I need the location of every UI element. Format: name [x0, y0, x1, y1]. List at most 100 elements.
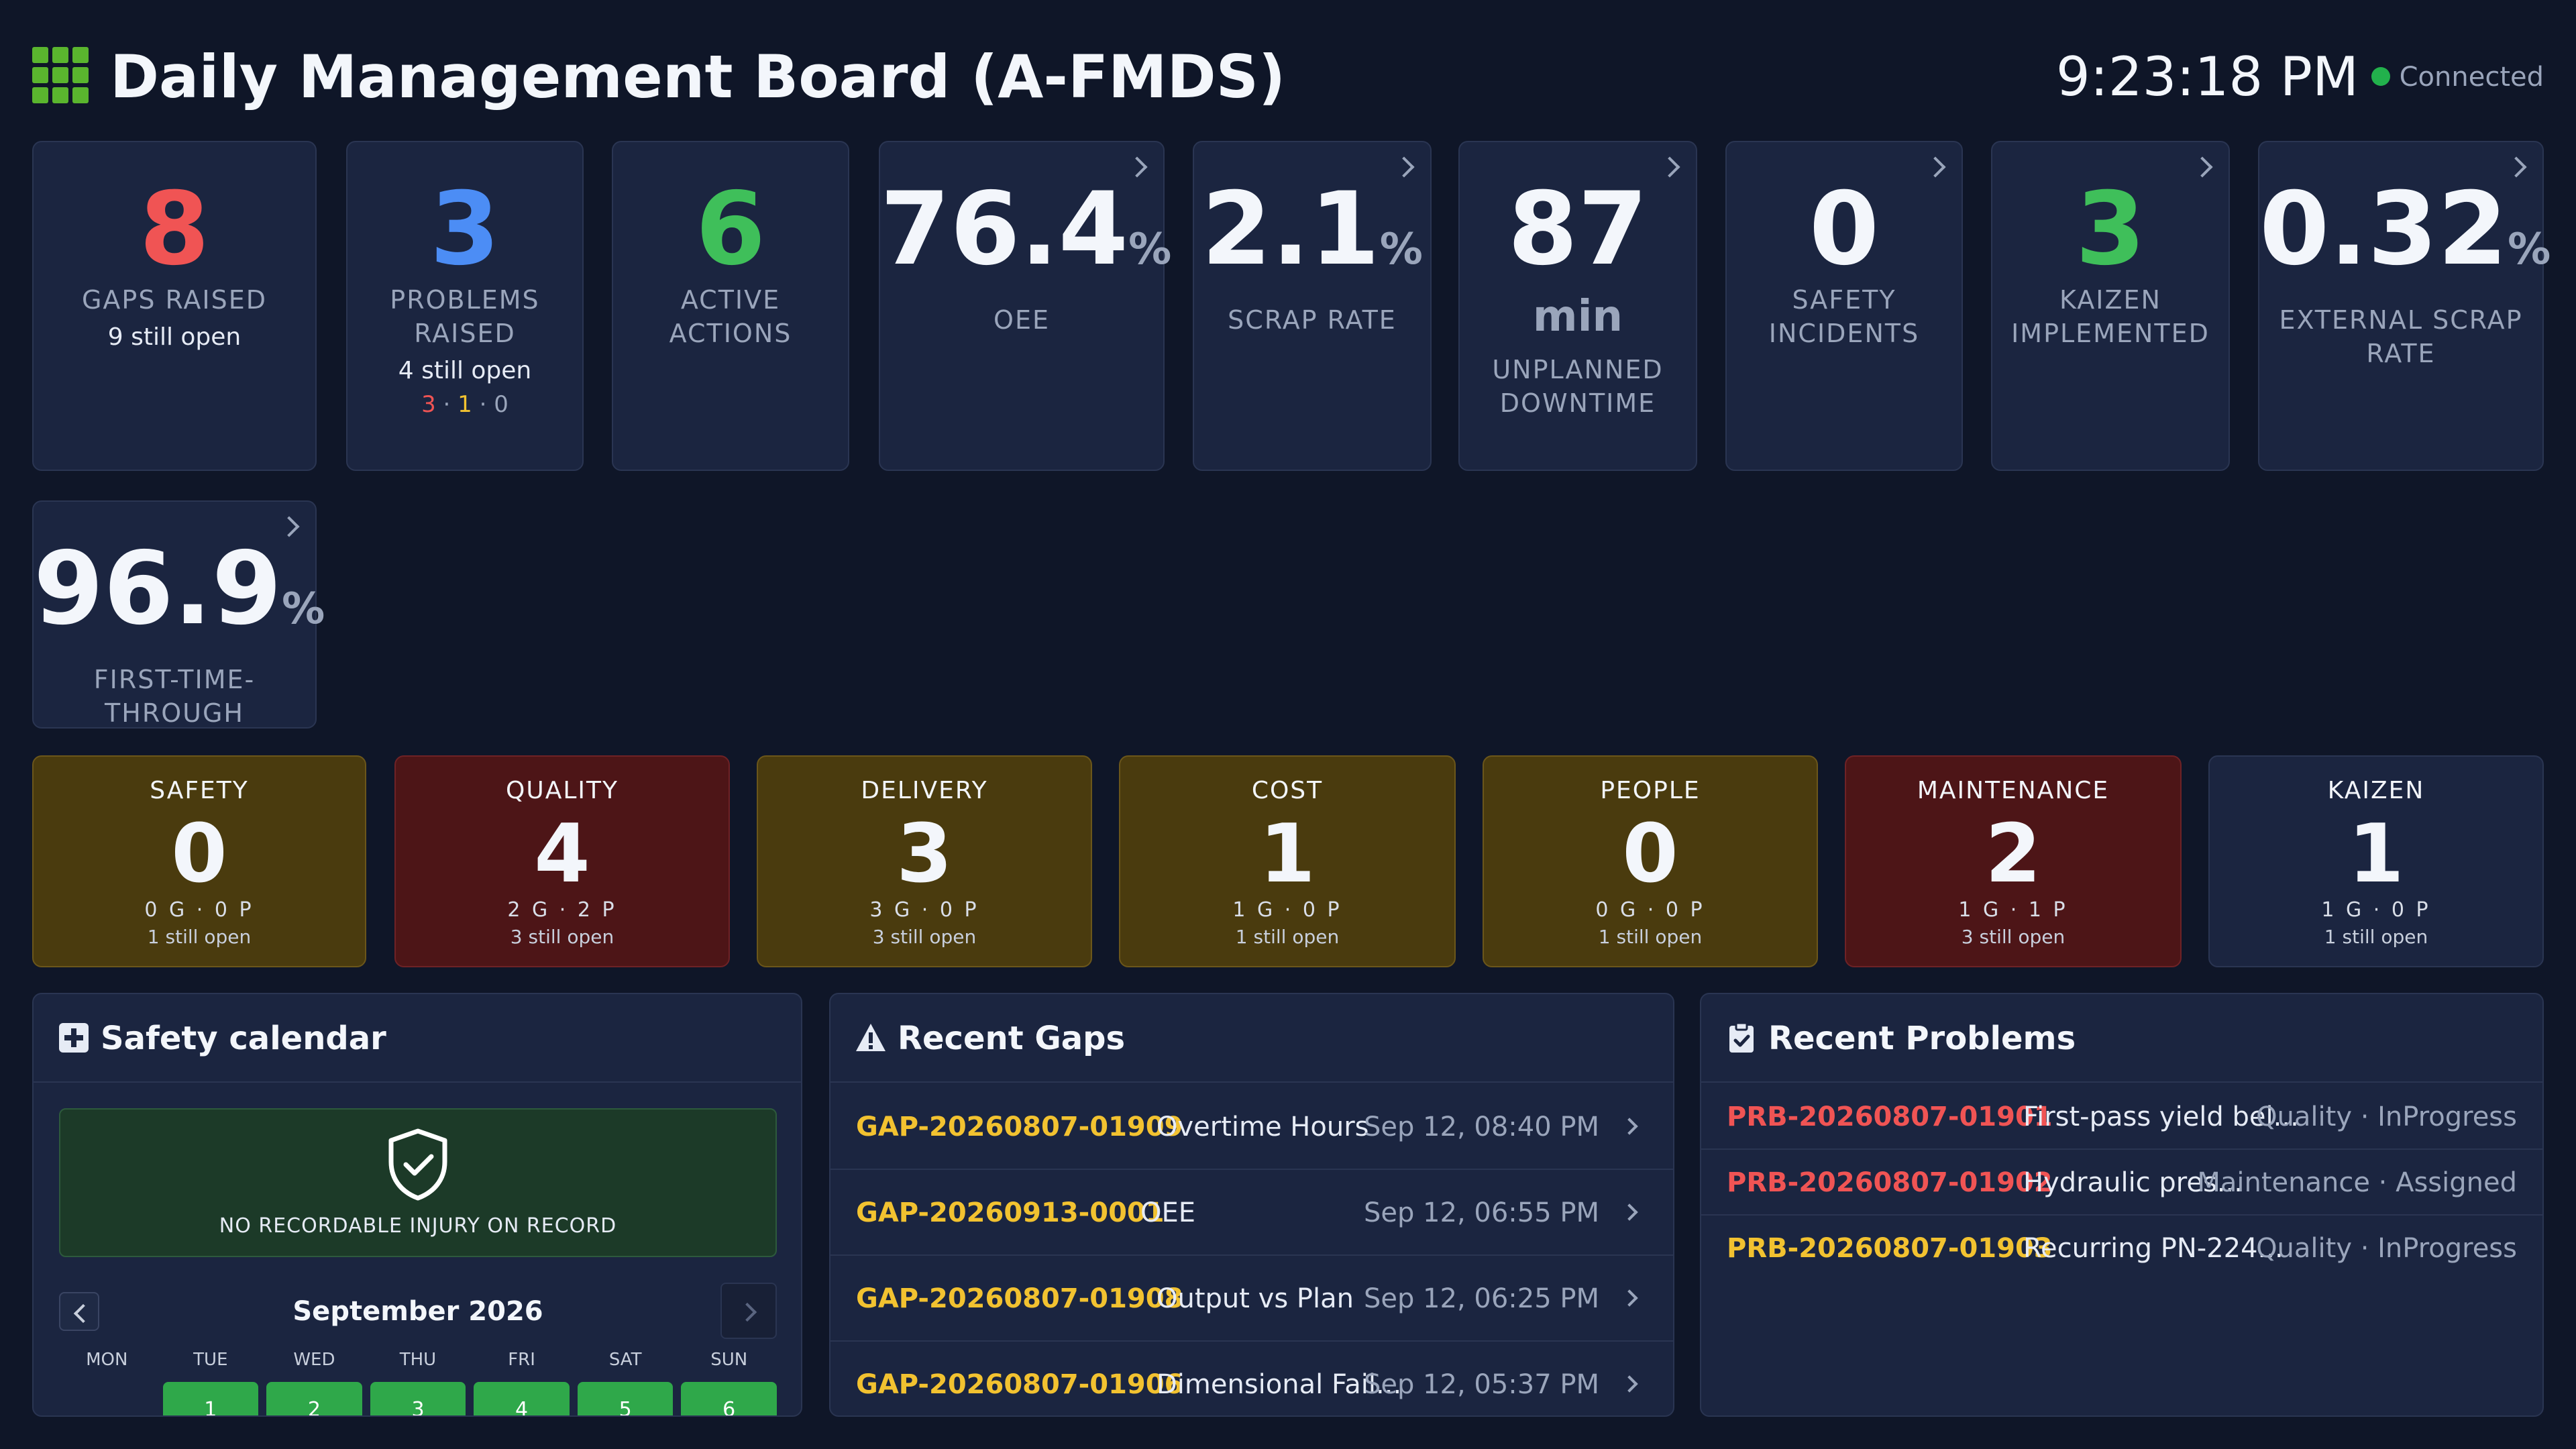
- gap-time: Sep 12, 06:55 PM: [1363, 1197, 1599, 1228]
- kpi-unplanned-downtime[interactable]: 87 min UNPLANNED DOWNTIME: [1458, 141, 1697, 471]
- kpi-value: 96.9%: [34, 531, 325, 647]
- chevron-right-icon: [278, 516, 300, 537]
- kpi-label: SAFETY INCIDENTS: [1768, 285, 1920, 348]
- recent-problems-panel: Recent Problems PRB-20260807-01901 First…: [1700, 993, 2544, 1417]
- gap-row[interactable]: GAP-20260913-0001 OEE Sep 12, 06:55 PM: [830, 1170, 1673, 1256]
- category-cost[interactable]: COST 1 1 G · 0 P 1 still open: [1119, 755, 1456, 967]
- problem-desc: Recurring PN-224...: [2023, 1233, 2284, 1264]
- gap-id: GAP-20260807-01906: [856, 1369, 1183, 1400]
- safety-status-box: NO RECORDABLE INJURY ON RECORD: [59, 1108, 777, 1257]
- calendar-day[interactable]: 3: [370, 1382, 466, 1415]
- problem-meta: Maintenance · Assigned: [2197, 1167, 2517, 1198]
- clock: 9:23:18 PM: [2055, 46, 2359, 108]
- clipboard-check-icon: [1729, 1022, 1754, 1053]
- category-open: 1 still open: [147, 926, 252, 948]
- category-safety[interactable]: SAFETY 0 0 G · 0 P 1 still open: [32, 755, 366, 967]
- status-dot-icon: [2371, 67, 2390, 86]
- category-name: QUALITY: [506, 777, 619, 804]
- weekday-label: FRI: [508, 1350, 535, 1370]
- calendar-header: September 2026: [59, 1283, 777, 1340]
- category-kaizen[interactable]: KAIZEN 1 1 G · 0 P 1 still open: [2208, 755, 2544, 967]
- category-quality[interactable]: QUALITY 4 2 G · 2 P 3 still open: [394, 755, 730, 967]
- panel-header: Recent Gaps: [830, 994, 1673, 1083]
- gap-desc: Overtime Hours: [1157, 1112, 1369, 1142]
- next-month-button[interactable]: [720, 1283, 777, 1339]
- gap-row[interactable]: GAP-20260807-01906 Dimensional Fail... S…: [830, 1342, 1673, 1415]
- safety-calendar-panel: Safety calendar NO RECORDABLE INJURY ON …: [32, 993, 802, 1417]
- kpi-kaizen-implemented[interactable]: 3 KAIZEN IMPLEMENTED: [1991, 141, 2230, 471]
- panel-title: Recent Gaps: [898, 1020, 1126, 1057]
- category-gp: 2 G · 2 P: [507, 898, 617, 922]
- kpi-value: 2.1%: [1201, 171, 1423, 288]
- kpi-value: 0: [1809, 171, 1880, 288]
- kpi-label: OEE: [994, 305, 1050, 335]
- weekday-label: TUE: [193, 1350, 228, 1370]
- problem-row[interactable]: PRB-20260807-01902 Hydraulic pres... Mai…: [1701, 1150, 2542, 1216]
- category-name: PEOPLE: [1600, 777, 1701, 804]
- weekday-header: MON TUE WED THU FRI SAT SUN: [59, 1350, 777, 1370]
- panel-title: Recent Problems: [1768, 1020, 2076, 1057]
- kpi-sub: 9 still open: [107, 323, 241, 351]
- category-name: COST: [1251, 777, 1324, 804]
- calendar-days: 1 2 3 4 5 6: [59, 1382, 777, 1415]
- kpi-value: 0.32%: [2259, 171, 2551, 288]
- panel-title: Safety calendar: [101, 1020, 386, 1057]
- kpi-external-scrap-rate[interactable]: 0.32% EXTERNAL SCRAP RATE: [2258, 141, 2551, 471]
- prev-month-button[interactable]: [59, 1292, 99, 1331]
- calendar-day-empty: [59, 1382, 155, 1415]
- grid-logo-icon: [32, 47, 89, 103]
- calendar-day[interactable]: 6: [681, 1382, 777, 1415]
- problem-meta: Quality · InProgress: [2256, 1102, 2517, 1132]
- plus-square-icon: [59, 1023, 89, 1053]
- problem-row[interactable]: PRB-20260807-01901 First-pass yield bel.…: [1701, 1084, 2542, 1150]
- kpi-first-time-through[interactable]: 96.9% FIRST-TIME-THROUGH: [32, 500, 325, 729]
- kpi-value: 87: [1507, 171, 1648, 288]
- weekday-label: WED: [293, 1350, 335, 1370]
- safety-status-text: NO RECORDABLE INJURY ON RECORD: [219, 1214, 617, 1238]
- gap-desc: OEE: [1140, 1197, 1196, 1228]
- kpi-label: KAIZEN IMPLEMENTED: [2011, 285, 2210, 348]
- calendar-month: September 2026: [292, 1296, 543, 1327]
- category-gp: 1 G · 0 P: [2321, 898, 2431, 922]
- chevron-right-icon: [1621, 1203, 1638, 1221]
- category-name: MAINTENANCE: [1917, 777, 2110, 804]
- problem-row[interactable]: PRB-20260807-01903 Recurring PN-224... Q…: [1701, 1216, 2542, 1281]
- calendar-day[interactable]: 1: [162, 1382, 259, 1415]
- category-value: 1: [1259, 808, 1316, 901]
- kpi-problems-raised[interactable]: 3 PROBLEMS RAISED 4 still open 3 · 1 · 0: [346, 141, 584, 471]
- kpi-safety-incidents[interactable]: 0 SAFETY INCIDENTS: [1725, 141, 1963, 471]
- kpi-value: 76.4%: [880, 171, 1172, 288]
- calendar-day[interactable]: 4: [474, 1382, 570, 1415]
- connection-status: Connected: [2371, 40, 2544, 114]
- kpi-unit: min: [1532, 292, 1623, 341]
- kpi-scrap-rate[interactable]: 2.1% SCRAP RATE: [1193, 141, 1432, 471]
- problem-desc: First-pass yield bel...: [2023, 1102, 2299, 1132]
- category-maintenance[interactable]: MAINTENANCE 2 1 G · 1 P 3 still open: [1845, 755, 2182, 967]
- chevron-right-icon: [2192, 156, 2213, 178]
- kpi-label: SCRAP RATE: [1228, 305, 1397, 335]
- page-title: Daily Management Board (A-FMDS): [110, 42, 1286, 111]
- gap-desc: Dimensional Fail...: [1157, 1369, 1402, 1400]
- category-name: DELIVERY: [861, 777, 988, 804]
- kpi-active-actions[interactable]: 6 ACTIVE ACTIONS: [612, 141, 849, 471]
- calendar-day[interactable]: 2: [266, 1382, 362, 1415]
- chevron-right-icon: [1621, 1118, 1638, 1135]
- weekday-label: THU: [399, 1350, 437, 1370]
- chevron-right-icon: [1925, 156, 1946, 178]
- weekday-label: SUN: [710, 1350, 748, 1370]
- gap-row[interactable]: GAP-20260807-01908 Output vs Plan Sep 12…: [830, 1256, 1673, 1342]
- category-open: 3 still open: [872, 926, 977, 948]
- category-delivery[interactable]: DELIVERY 3 3 G · 0 P 3 still open: [757, 755, 1092, 967]
- kpi-label: EXTERNAL SCRAP RATE: [2279, 305, 2523, 368]
- shield-check-icon: [388, 1128, 447, 1201]
- gap-row[interactable]: GAP-20260807-01909 Overtime Hours Sep 12…: [830, 1084, 1673, 1170]
- calendar-day[interactable]: 5: [577, 1382, 674, 1415]
- kpi-gaps-raised[interactable]: 8 GAPS RAISED 9 still open: [32, 141, 317, 471]
- category-name: KAIZEN: [2327, 777, 2425, 804]
- category-gp: 1 G · 0 P: [1232, 898, 1342, 922]
- category-people[interactable]: PEOPLE 0 0 G · 0 P 1 still open: [1483, 755, 1818, 967]
- kpi-breakdown: 3 · 1 · 0: [421, 391, 508, 418]
- category-gp: 3 G · 0 P: [869, 898, 979, 922]
- kpi-oee[interactable]: 76.4% OEE: [879, 141, 1172, 471]
- kpi-label: PROBLEMS RAISED: [390, 285, 540, 348]
